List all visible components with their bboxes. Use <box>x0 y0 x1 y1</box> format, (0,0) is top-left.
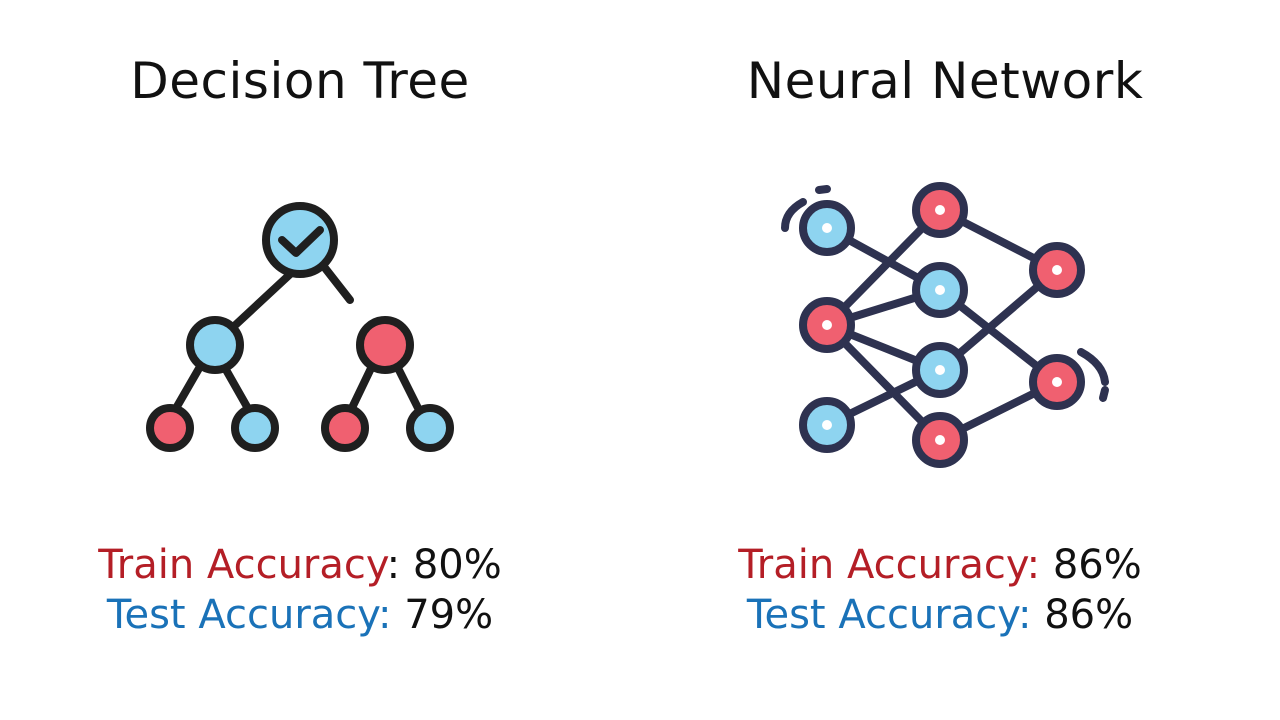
train-accuracy-label: Train Accuracy <box>98 542 387 588</box>
root-node <box>262 202 338 278</box>
train-accuracy-row: Train Accuracy: 80% <box>0 540 600 590</box>
train-accuracy-row: Train Accuracy: 86% <box>640 540 1240 590</box>
test-accuracy-row: Test Accuracy: 79% <box>0 590 600 640</box>
test-accuracy-label: Test Accuracy: <box>746 592 1032 638</box>
neural-network-icon <box>781 182 1109 468</box>
test-accuracy-row: Test Accuracy: 86% <box>640 590 1240 640</box>
test-accuracy-value: 86% <box>1044 592 1134 638</box>
leaf-node-blue <box>406 404 454 452</box>
tree-node-red <box>356 316 414 374</box>
neural-network-title: Neural Network <box>746 52 1144 110</box>
train-accuracy-value: 80% <box>412 542 502 588</box>
decision-tree-title: Decision Tree <box>130 52 470 110</box>
test-accuracy-label: Test Accuracy: <box>106 592 392 638</box>
check-icon <box>278 226 324 257</box>
decision-tree-panel: Decision Tree Train Accuracy: 80% Test A… <box>0 52 600 640</box>
tree-node-blue <box>186 316 244 374</box>
train-accuracy-separator: : <box>386 542 413 588</box>
train-accuracy-separator <box>1040 542 1053 588</box>
decision-tree-icon <box>146 202 454 452</box>
leaf-node-red <box>321 404 369 452</box>
train-accuracy-value: 86% <box>1052 542 1142 588</box>
leaf-node-blue <box>231 404 279 452</box>
test-accuracy-value: 79% <box>404 592 494 638</box>
neural-network-panel: Neural Network <box>640 0 1280 720</box>
train-accuracy-label: Train Accuracy: <box>738 542 1041 588</box>
neural-network-metrics: Train Accuracy: 86% Test Accuracy: 86% <box>640 540 1240 640</box>
leaf-node-red <box>146 404 194 452</box>
decision-tree-metrics: Train Accuracy: 80% Test Accuracy: 79% <box>0 540 600 640</box>
